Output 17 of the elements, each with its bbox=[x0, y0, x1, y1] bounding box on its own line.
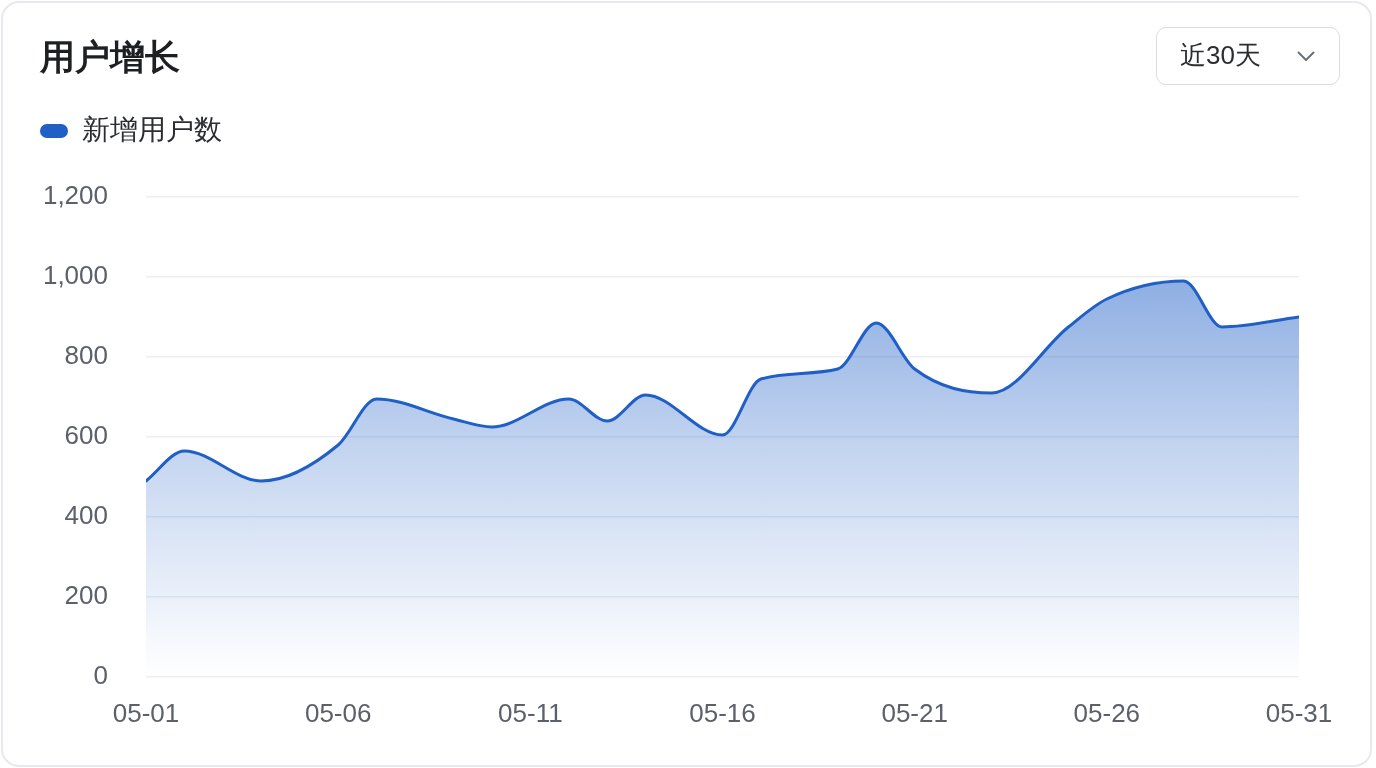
chart-title: 用户增长 bbox=[40, 36, 180, 78]
y-tick-label: 400 bbox=[64, 500, 108, 531]
y-tick-label: 600 bbox=[64, 420, 108, 451]
y-tick-label: 800 bbox=[64, 340, 108, 371]
y-tick-label: 1,000 bbox=[42, 260, 108, 291]
x-tick-label: 05-26 bbox=[1073, 697, 1141, 728]
x-tick-label: 05-16 bbox=[689, 697, 756, 728]
y-tick-label: 0 bbox=[93, 660, 108, 691]
x-tick-label: 05-06 bbox=[304, 697, 372, 728]
legend-label: 新增用户数 bbox=[82, 113, 222, 145]
x-tick-label: 05-21 bbox=[881, 697, 948, 728]
x-tick-label: 05-01 bbox=[112, 697, 180, 728]
y-tick-label: 1,200 bbox=[42, 180, 108, 211]
x-tick-label: 05-11 bbox=[498, 697, 563, 728]
y-tick-label: 200 bbox=[64, 580, 108, 611]
dropdown: 近30天 bbox=[1156, 27, 1340, 85]
x-tick-label: 05-31 bbox=[1265, 697, 1333, 728]
